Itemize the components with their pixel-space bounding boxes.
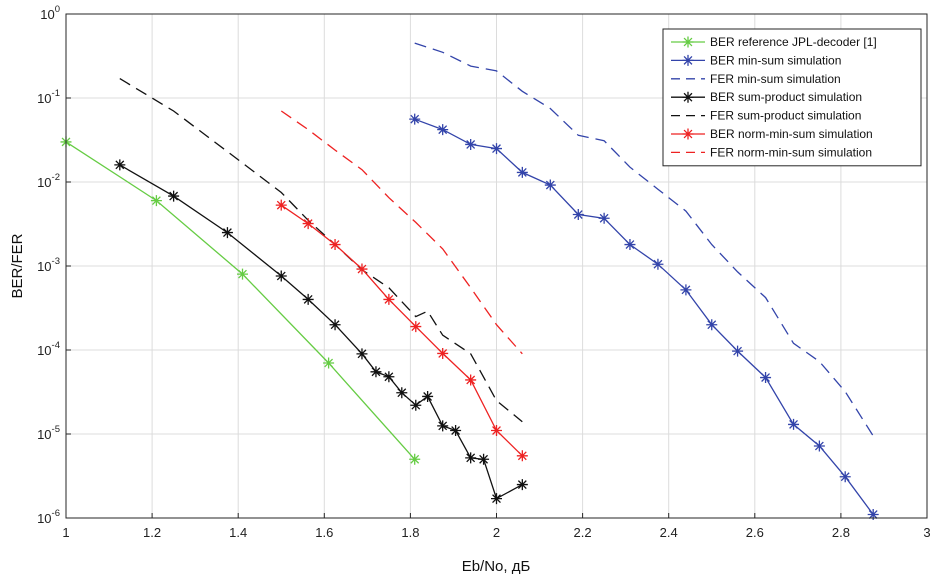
x-tick-label: 2 xyxy=(493,525,500,540)
y-tick-label: 10-6 xyxy=(37,508,60,526)
data-point-marker xyxy=(410,321,422,333)
data-point-marker xyxy=(867,509,879,521)
data-point-marker xyxy=(544,179,556,191)
data-point-marker xyxy=(478,453,490,465)
data-point-marker xyxy=(437,347,449,359)
data-point-marker xyxy=(221,227,233,239)
x-tick-label: 1.8 xyxy=(401,525,419,540)
data-point-marker xyxy=(323,357,335,369)
legend-entry: BER norm-min-sum simulation xyxy=(710,127,873,141)
data-point-marker xyxy=(516,450,528,462)
data-point-marker xyxy=(682,36,694,48)
series-line xyxy=(280,204,523,457)
data-point-marker xyxy=(409,113,421,125)
x-tick-label: 2.6 xyxy=(746,525,764,540)
data-point-marker xyxy=(465,452,477,464)
data-point-marker xyxy=(680,284,692,296)
data-point-marker xyxy=(813,440,825,452)
data-point-marker xyxy=(396,387,408,399)
data-point-marker xyxy=(652,258,664,270)
data-point-marker xyxy=(437,420,449,432)
x-tick-label: 2.2 xyxy=(574,525,592,540)
data-point-marker xyxy=(150,195,162,207)
data-point-marker xyxy=(682,54,694,66)
data-point-marker xyxy=(732,345,744,357)
data-point-marker xyxy=(491,425,502,437)
x-axis-label: Eb/No, дБ xyxy=(462,558,531,575)
series-group xyxy=(409,113,879,521)
data-point-marker xyxy=(491,493,502,505)
series-group xyxy=(119,78,523,423)
x-tick-label: 2.8 xyxy=(832,525,850,540)
legend-entry: BER min-sum simulation xyxy=(710,53,841,67)
data-point-marker xyxy=(450,425,462,437)
x-tick-label: 1 xyxy=(62,525,69,540)
legend-entry: FER sum-product simulation xyxy=(710,109,861,123)
data-point-marker xyxy=(168,190,180,202)
legend-entry: BER reference JPL-decoder [1] xyxy=(710,35,877,49)
data-point-marker xyxy=(409,453,421,465)
data-point-marker xyxy=(516,479,528,491)
data-point-marker xyxy=(275,199,287,211)
data-point-marker xyxy=(302,293,314,305)
data-point-marker xyxy=(465,138,477,150)
legend-box xyxy=(662,28,922,167)
data-point-marker xyxy=(329,319,341,331)
x-tick-label: 1.6 xyxy=(315,525,333,540)
y-tick-labels: 100 10-1 10-2 10-3 10-4 10-5 10-6 xyxy=(37,4,71,526)
x-tick-label: 2.4 xyxy=(660,525,678,540)
data-point-marker xyxy=(370,366,382,378)
legend-entry: FER norm-min-sum simulation xyxy=(710,145,872,159)
data-point-marker xyxy=(760,372,772,384)
series-group xyxy=(275,199,528,462)
data-point-marker xyxy=(114,159,126,171)
y-tick-label: 10-2 xyxy=(37,172,60,190)
data-point-marker xyxy=(706,319,718,331)
series-line xyxy=(414,42,874,437)
legend: BER reference JPL-decoder [1] BER min-sum… xyxy=(662,28,922,167)
data-point-marker xyxy=(598,212,610,224)
y-tick-label: 10-1 xyxy=(37,88,60,106)
y-tick-label: 100 xyxy=(40,4,60,22)
data-point-marker xyxy=(383,293,395,305)
data-point-marker xyxy=(788,418,800,430)
data-point-marker xyxy=(682,91,694,103)
series-group xyxy=(414,42,874,437)
data-point-marker xyxy=(624,239,636,251)
data-point-marker xyxy=(437,124,449,136)
data-point-marker xyxy=(682,128,694,140)
data-point-marker xyxy=(383,371,395,383)
data-point-marker xyxy=(465,374,477,386)
x-tick-label: 1.4 xyxy=(229,525,247,540)
data-point-marker xyxy=(516,166,528,178)
data-point-marker xyxy=(839,471,851,483)
data-point-marker xyxy=(356,348,368,360)
data-point-marker xyxy=(237,268,249,280)
data-point-marker xyxy=(410,399,422,411)
data-point-marker xyxy=(356,263,368,275)
data-point-marker xyxy=(491,143,502,155)
data-point-marker xyxy=(275,270,287,282)
y-axis-label: BER/FER xyxy=(9,233,26,298)
legend-entry: FER min-sum simulation xyxy=(710,72,841,86)
data-point-marker xyxy=(572,209,584,221)
x-tick-labels: 1 1.2 1.4 1.6 1.8 2 2.2 2.4 2.6 2.8 3 xyxy=(62,513,931,540)
x-tick-label: 3 xyxy=(923,525,930,540)
data-point-marker xyxy=(302,218,314,230)
x-tick-label: 1.2 xyxy=(143,525,161,540)
y-tick-label: 10-3 xyxy=(37,256,60,274)
data-point-marker xyxy=(329,239,341,251)
series-line xyxy=(280,110,523,355)
legend-entry: BER sum-product simulation xyxy=(710,90,862,104)
y-tick-label: 10-4 xyxy=(37,340,60,358)
series-group xyxy=(114,159,528,505)
data-point-marker xyxy=(422,390,434,402)
y-tick-label: 10-5 xyxy=(37,424,60,442)
series-group xyxy=(280,110,523,355)
series-line xyxy=(119,78,523,423)
